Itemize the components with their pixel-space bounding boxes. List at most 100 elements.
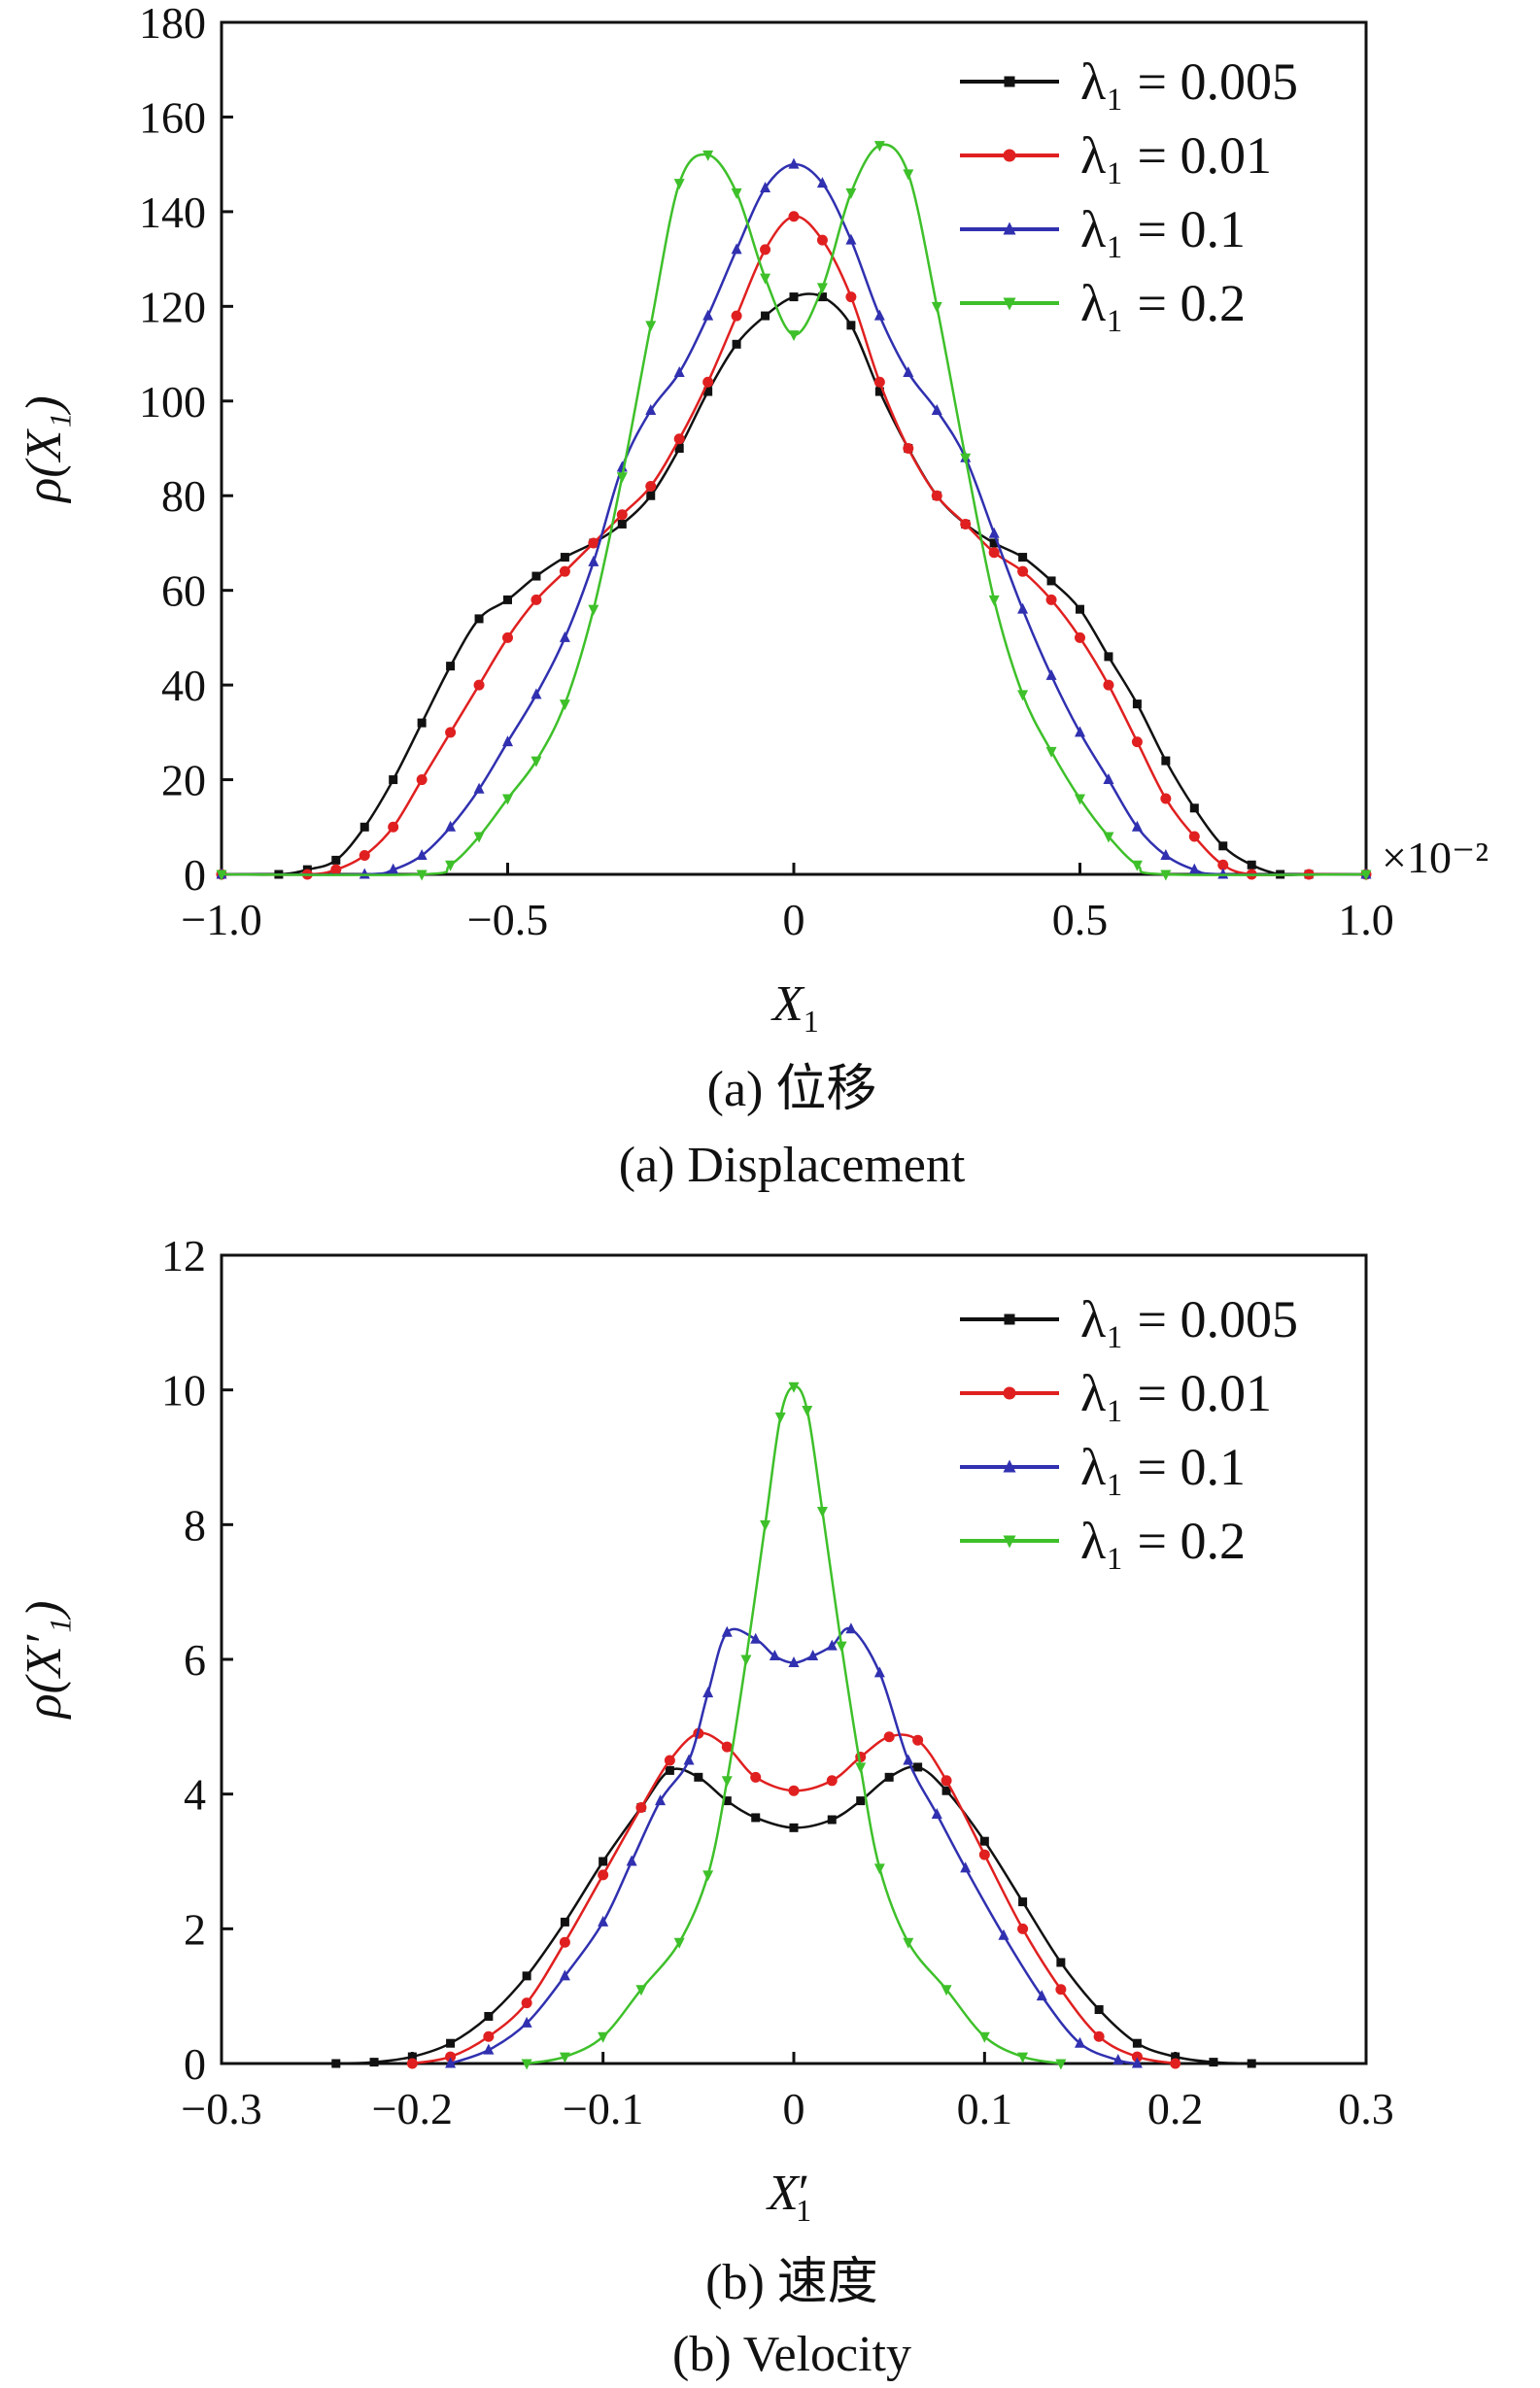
x-axis-label: X′1 <box>766 2166 811 2228</box>
data-point <box>978 2031 990 2043</box>
x-axis-multiplier: ×10⁻² <box>1382 833 1489 882</box>
data-point <box>331 2059 341 2068</box>
x-axis-label: X1 <box>770 976 819 1039</box>
y-tick-label: 80 <box>161 471 206 521</box>
data-point <box>445 2051 457 2063</box>
data-point <box>616 509 628 521</box>
data-point <box>816 283 828 294</box>
data-point <box>359 822 369 832</box>
series-line <box>216 141 1372 881</box>
data-point <box>802 1405 813 1416</box>
data-point <box>445 727 457 738</box>
legend-entry-label: λ₁ = 0.005 <box>1080 52 1298 111</box>
data-point <box>1247 2059 1256 2068</box>
data-point <box>1046 576 1056 586</box>
data-point <box>760 244 771 256</box>
data-point <box>769 1650 780 1661</box>
x-tick-label: −0.1 <box>563 2084 643 2133</box>
data-point <box>760 273 771 285</box>
x-tick-label: −0.2 <box>372 2084 453 2133</box>
data-point <box>721 1776 733 1788</box>
data-point <box>931 404 942 416</box>
data-point <box>673 1937 685 1949</box>
data-point <box>1018 1897 1028 1907</box>
y-tick-label: 8 <box>184 1500 206 1550</box>
data-point <box>873 309 885 321</box>
data-point <box>1004 76 1015 87</box>
data-point <box>407 2052 417 2062</box>
data-point <box>416 849 428 861</box>
data-point <box>750 1771 762 1783</box>
data-point <box>1160 870 1172 881</box>
data-point <box>683 1754 695 1765</box>
data-point <box>960 1861 972 1873</box>
data-point <box>560 1917 569 1927</box>
data-point <box>788 330 800 342</box>
data-point <box>1045 594 1057 605</box>
x-tick-label: 0 <box>783 895 805 944</box>
data-point <box>1093 2030 1105 2042</box>
data-point <box>788 211 800 222</box>
data-point <box>1003 297 1016 311</box>
series-curve <box>412 1731 1176 2065</box>
x-tick-label: 0 <box>783 2084 805 2133</box>
x-tick-label: 0.5 <box>1052 895 1109 944</box>
data-point <box>1017 565 1029 577</box>
data-point <box>502 631 513 643</box>
data-point <box>856 1796 866 1806</box>
series-curve <box>221 292 1366 876</box>
caption-en: (b) Velocity <box>672 2327 911 2382</box>
data-point <box>416 774 428 786</box>
legend-entry-label: λ₁ = 0.2 <box>1080 1512 1246 1570</box>
data-point <box>559 631 570 642</box>
data-point <box>788 157 800 169</box>
data-point <box>502 794 513 805</box>
data-point <box>1160 849 1172 861</box>
data-point <box>530 688 542 699</box>
data-point <box>979 1836 989 1846</box>
data-point <box>873 1863 885 1875</box>
data-point <box>788 1655 800 1667</box>
data-point <box>903 1937 914 1949</box>
data-point <box>1055 1984 1067 1996</box>
data-point <box>645 321 657 332</box>
data-point <box>483 2043 495 2055</box>
data-point <box>703 387 713 396</box>
legend: λ₁ = 0.005 λ₁ = 0.01 λ₁ = 0.1 λ₁ = 0.2 <box>960 52 1298 332</box>
data-point <box>702 1870 714 1882</box>
data-point <box>388 863 399 874</box>
data-point <box>760 1519 771 1531</box>
legend-entry-label: λ₁ = 0.005 <box>1080 1290 1298 1348</box>
data-point <box>1161 756 1171 766</box>
data-point <box>826 1639 838 1651</box>
series-curve <box>221 162 1367 876</box>
y-tick-label: 180 <box>139 0 206 48</box>
y-tick-label: 4 <box>184 1770 206 1820</box>
data-point <box>789 292 799 302</box>
data-point <box>941 1985 952 1996</box>
data-point <box>721 1625 733 1637</box>
data-point <box>1103 679 1114 691</box>
data-point <box>998 1928 1010 1940</box>
data-point <box>1094 2005 1104 2015</box>
data-point <box>731 188 742 199</box>
legend-entry-label: λ₁ = 0.01 <box>1080 126 1272 185</box>
data-point <box>1018 553 1028 563</box>
data-point <box>1131 2051 1143 2063</box>
data-point <box>1131 2057 1143 2068</box>
data-point <box>445 860 457 871</box>
data-point <box>750 1632 762 1644</box>
data-point <box>1076 604 1084 614</box>
data-point <box>673 366 685 378</box>
data-point <box>483 2030 495 2042</box>
data-point <box>1004 1313 1015 1325</box>
data-point <box>359 850 370 862</box>
caption-en: (a) Displacement <box>619 1138 966 1193</box>
data-point <box>884 1772 894 1782</box>
y-axis-label: ρ(X′₁) <box>17 1601 72 1721</box>
data-point <box>1360 870 1372 881</box>
data-point <box>836 1641 847 1653</box>
data-point <box>931 301 942 313</box>
data-point <box>559 1969 570 1981</box>
data-point <box>674 444 684 453</box>
